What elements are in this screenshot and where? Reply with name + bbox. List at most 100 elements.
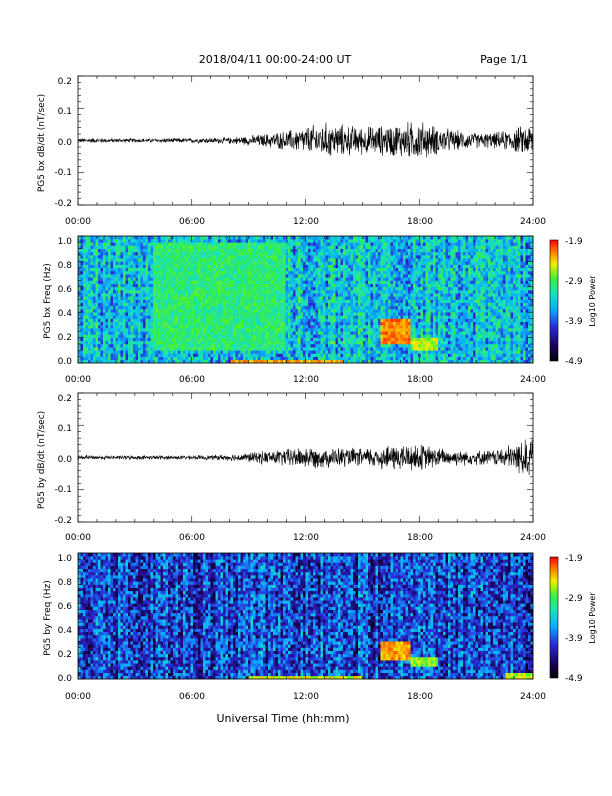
spectrogram-cell [136,350,139,353]
spectrogram-cell [228,265,231,268]
spectrogram-cell [241,350,244,353]
spectrogram-cell [293,300,296,303]
spectrogram-cell [256,268,259,271]
spectrogram-cell [216,239,219,242]
spectrogram-cell [238,303,241,306]
spectrogram-cell [256,280,259,283]
spectrogram-cell [323,239,326,242]
spectrogram-cell [331,271,334,274]
spectrogram-cell [236,312,239,315]
spectrogram-cell [206,338,209,341]
spectrogram-cell [368,357,371,360]
spectrogram-cell [216,344,219,347]
spectrogram-cell [128,236,131,239]
spectrogram-cell [83,325,86,328]
spectrogram-cell [301,303,304,306]
spectrogram-cell [128,325,131,328]
spectrogram-cell [103,252,106,255]
spectrogram-cell [126,249,129,252]
spectrogram-cell [83,347,86,350]
spectrogram-cell [106,350,109,353]
spectrogram-cell [246,331,249,334]
spectrogram-cell [148,239,151,242]
spectrogram-cell [306,284,309,287]
spectrogram-cell [311,293,314,296]
spectrogram-cell [363,325,366,328]
spectrogram-cell [361,338,364,341]
spectrogram-cell [173,252,176,255]
spectrogram-cell [346,338,349,341]
spectrogram-cell [118,322,121,325]
spectrogram-cell [121,280,124,283]
spectrogram-cell [318,334,321,337]
spectrogram-cell [318,246,321,249]
spectrogram-cell [323,296,326,299]
spectrogram-cell [253,306,256,309]
spectrogram-cell [286,357,289,360]
spectrogram-cell [361,255,364,258]
spectrogram-cell [133,271,136,274]
spectrogram-cell [271,246,274,249]
spectrogram-cell [163,287,166,290]
spectrogram-cell [201,303,204,306]
spectrogram-cell [353,303,356,306]
spectrogram-cell [238,344,241,347]
spectrogram-cell [258,309,261,312]
spectrogram-cell [171,258,174,261]
spectrogram-cell [366,265,369,268]
spectrogram-cell [318,252,321,255]
spectrogram-cell [321,280,324,283]
spectrogram-cell [281,328,284,331]
spectrogram-cell [148,236,151,239]
spectrogram-cell [198,296,201,299]
spectrogram-cell [213,258,216,261]
spectrogram-cell [206,239,209,242]
spectrogram-cell [346,309,349,312]
spectrogram-cell [286,296,289,299]
spectrogram-cell [196,300,199,303]
spectrogram-cell [293,287,296,290]
spectrogram-cell [168,338,171,341]
spectrogram-cell [351,261,354,264]
spectrogram-cell [98,268,101,271]
spectrogram-cell [158,338,161,341]
spectrogram-cell [356,334,359,337]
spectrogram-cell [171,274,174,277]
spectrogram-cell [256,350,259,353]
spectrogram-cell [308,347,311,350]
spectrogram-cell [173,334,176,337]
spectrogram-cell [121,284,124,287]
spectrogram-cell [238,331,241,334]
spectrogram-cell [198,306,201,309]
spectrogram-cell [241,300,244,303]
spectrogram-cell [148,303,151,306]
spectrogram-cell [188,246,191,249]
spectrogram-cell [291,328,294,331]
spectrogram-cell [238,261,241,264]
spectrogram-cell [211,261,214,264]
spectrogram-cell [118,246,121,249]
spectrogram-cell [118,265,121,268]
spectrogram-cell [248,277,251,280]
spectrogram-cell [93,280,96,283]
spectrogram-cell [131,353,134,356]
spectrogram-cell [151,239,154,242]
spectrogram-cell [221,277,224,280]
spectrogram-cell [378,268,381,271]
spectrogram-cell [278,258,281,261]
spectrogram-cell [318,277,321,280]
spectrogram-cell [91,239,94,242]
spectrogram-cell [208,338,211,341]
spectrogram-cell [176,353,179,356]
spectrogram-cell [181,325,184,328]
spectrogram-cell [158,236,161,239]
spectrogram-cell [198,280,201,283]
spectrogram-cell [96,319,99,322]
spectrogram-cell [216,265,219,268]
spectrogram-cell [368,296,371,299]
spectrogram-cell [203,277,206,280]
spectrogram-cell [346,258,349,261]
spectrogram-cell [288,268,291,271]
spectrogram-cell [328,265,331,268]
ytick-label: 0.8 [58,261,73,271]
